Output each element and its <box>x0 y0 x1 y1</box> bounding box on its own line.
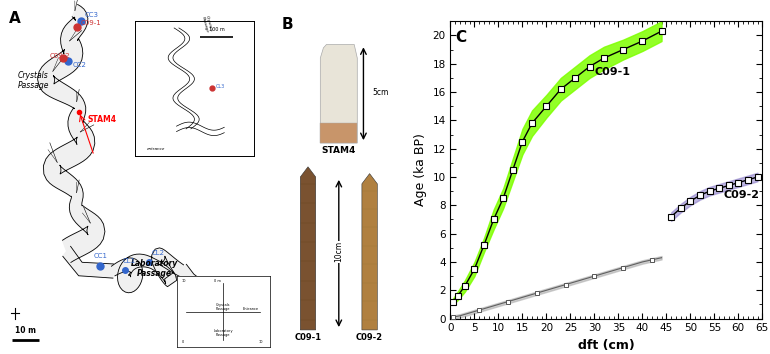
Text: 5cm: 5cm <box>373 87 389 97</box>
Text: STAM4: STAM4 <box>87 115 116 124</box>
Text: 10cm: 10cm <box>334 241 343 262</box>
Text: Crystals
Passage: Crystals Passage <box>18 71 49 91</box>
Text: STAM4: STAM4 <box>322 146 356 155</box>
Text: Laboratory
Passage: Laboratory Passage <box>213 329 233 337</box>
Text: C09-2: C09-2 <box>49 53 70 59</box>
Text: CL2: CL2 <box>152 250 165 256</box>
Text: 10 m: 10 m <box>15 326 36 335</box>
Text: C: C <box>455 30 467 45</box>
Text: Crystals
Passage: Crystals Passage <box>216 303 230 311</box>
Text: C09-2: C09-2 <box>724 190 760 200</box>
Text: Crystals
Passage: Crystals Passage <box>200 15 213 33</box>
Text: B: B <box>282 17 293 32</box>
Polygon shape <box>320 122 357 143</box>
Polygon shape <box>362 173 377 330</box>
Polygon shape <box>63 246 113 278</box>
Text: A: A <box>9 11 21 25</box>
Text: 0: 0 <box>182 341 184 344</box>
Text: CL1: CL1 <box>122 258 136 264</box>
Text: C09-1: C09-1 <box>294 333 322 342</box>
Text: CC2: CC2 <box>72 62 86 68</box>
X-axis label: dft (cm): dft (cm) <box>578 339 634 352</box>
Y-axis label: Age (ka BP): Age (ka BP) <box>413 133 427 206</box>
Text: C09-1: C09-1 <box>594 67 631 77</box>
Text: 10: 10 <box>259 341 263 344</box>
Text: CC1: CC1 <box>94 253 108 259</box>
Text: 100 m: 100 m <box>209 27 224 32</box>
Text: entrance: entrance <box>146 147 165 152</box>
Text: C09-2: C09-2 <box>356 333 383 342</box>
Text: CL3: CL3 <box>216 85 225 90</box>
Polygon shape <box>112 248 183 293</box>
Polygon shape <box>300 167 316 330</box>
Text: Entrance: Entrance <box>243 307 259 311</box>
Text: CC3: CC3 <box>85 12 99 18</box>
Text: C09-1: C09-1 <box>81 20 102 26</box>
Polygon shape <box>320 45 357 143</box>
Text: Entrance: Entrance <box>181 319 220 328</box>
Text: Laboratory
Passage: Laboratory Passage <box>131 259 178 278</box>
Text: 10: 10 <box>182 279 186 283</box>
Text: 0 m: 0 m <box>214 279 221 283</box>
Polygon shape <box>176 264 214 305</box>
Polygon shape <box>38 5 105 262</box>
